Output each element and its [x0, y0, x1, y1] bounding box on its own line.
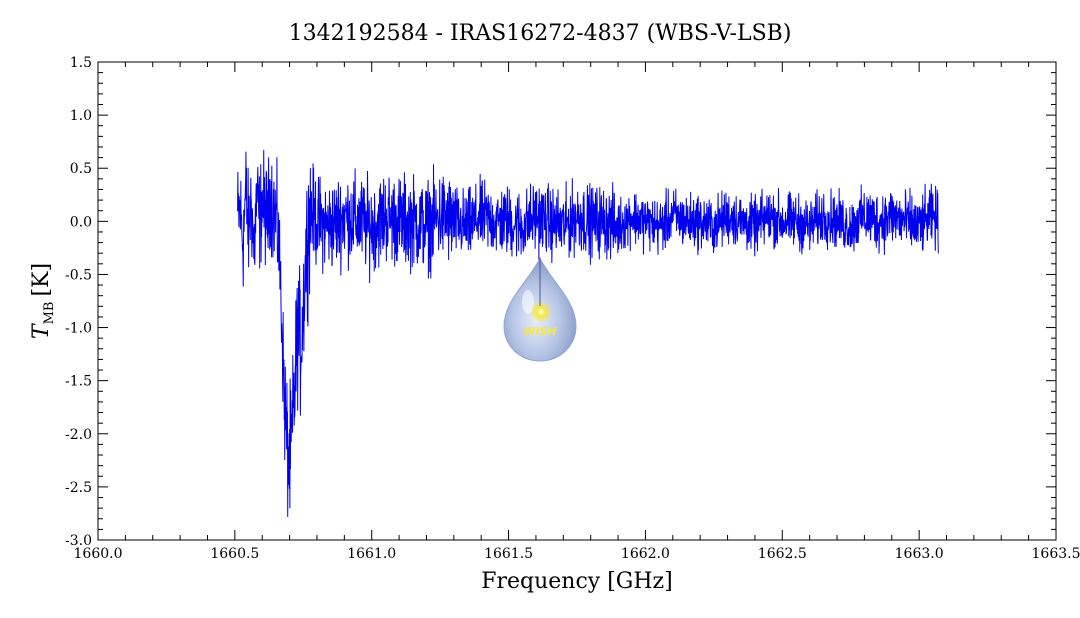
y-tick-label: -1.0	[65, 321, 92, 337]
x-axis-label: Frequency [GHz]	[481, 569, 673, 594]
axis-ticks	[97, 61, 1057, 541]
x-tick-label: 1662.5	[758, 546, 807, 562]
y-tick-label: -2.5	[65, 480, 92, 496]
y-tick-label: 0.5	[70, 161, 92, 177]
y-axis-label-unit: [K]	[29, 263, 54, 297]
y-tick-label: 1.0	[70, 108, 92, 124]
y-tick-labels: 1.5 1.0 0.5 0.0 -0.5 -1.0 -1.5 -2.0 -2.5 -3.0	[65, 55, 92, 549]
x-tick-labels: 1660.0 1660.5 1661.0 1661.5 1662.0 1662.5 1663…	[74, 546, 1080, 562]
svg-text:TMB[K]: TMB [K]	[29, 263, 57, 339]
x-tick-label: 1663.5	[1032, 546, 1080, 562]
y-axis-label: TMB [K]	[29, 263, 57, 339]
y-tick-label: -3.0	[65, 533, 92, 549]
logo-text: WISH	[523, 325, 556, 338]
spectrum-series-line	[237, 150, 939, 517]
x-tick-label: 1661.5	[484, 546, 533, 562]
y-tick-label: 0.0	[70, 214, 92, 230]
star-icon	[530, 301, 552, 323]
x-tick-label: 1662.0	[621, 546, 670, 562]
y-tick-label: -0.5	[65, 267, 92, 283]
x-tick-label: 1660.5	[210, 546, 259, 562]
y-tick-label: 1.5	[70, 55, 92, 71]
x-tick-label: 1660.0	[74, 546, 123, 562]
chart-title: 1342192584 - IRAS16272-4837 (WBS-V-LSB)	[289, 21, 792, 46]
y-tick-label: -1.5	[65, 374, 92, 390]
x-tick-label: 1661.0	[347, 546, 396, 562]
x-tick-label: 1663.0	[895, 546, 944, 562]
plot-frame	[97, 61, 1057, 541]
y-axis-label-sub: MB	[42, 302, 57, 325]
wish-logo: WISH	[503, 256, 577, 362]
y-tick-label: -2.0	[65, 427, 92, 443]
y-axis-label-main: T	[29, 322, 54, 339]
